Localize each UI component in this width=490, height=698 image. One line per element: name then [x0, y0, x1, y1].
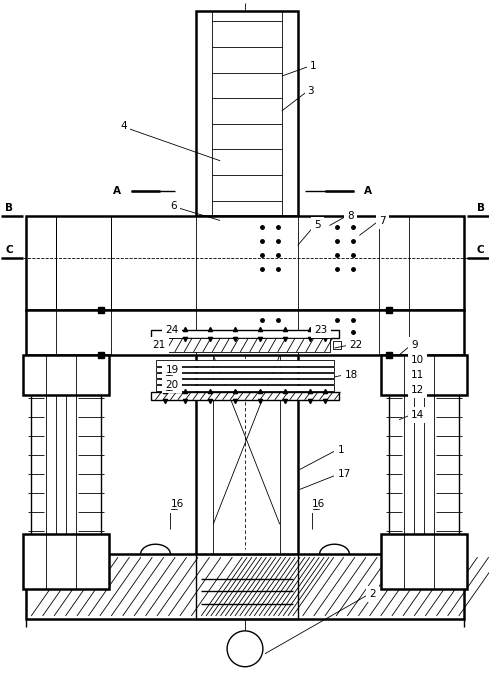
Circle shape — [227, 631, 263, 667]
Text: ‾‾: ‾‾ — [171, 510, 178, 519]
Text: A: A — [113, 186, 121, 195]
Text: 9: 9 — [411, 340, 417, 350]
Bar — [155, 385, 335, 391]
Text: 8: 8 — [347, 211, 354, 221]
Text: 16: 16 — [171, 499, 184, 510]
Text: 21: 21 — [152, 340, 166, 350]
Bar — [23, 534, 109, 589]
Text: 23: 23 — [315, 325, 328, 335]
Text: 2: 2 — [369, 589, 376, 599]
Text: C: C — [5, 245, 13, 255]
Text: 4: 4 — [121, 121, 127, 131]
Text: 3: 3 — [308, 86, 314, 96]
Bar — [161, 338, 329, 352]
Text: 10: 10 — [411, 355, 424, 365]
Text: A: A — [365, 186, 372, 195]
Bar — [155, 379, 335, 384]
Text: 12: 12 — [411, 385, 424, 395]
Bar — [23, 355, 109, 395]
Bar — [56, 216, 111, 310]
Text: 14: 14 — [411, 410, 424, 419]
Text: 11: 11 — [411, 370, 424, 380]
Bar — [381, 355, 467, 395]
Text: ‾‾: ‾‾ — [166, 375, 173, 384]
Text: 6: 6 — [171, 200, 177, 211]
Bar — [26, 310, 464, 355]
Text: 1: 1 — [338, 445, 344, 454]
Text: 5: 5 — [315, 221, 321, 230]
Text: 16: 16 — [312, 499, 325, 510]
Text: 19: 19 — [166, 365, 179, 375]
Text: C: C — [477, 245, 485, 255]
Text: 18: 18 — [344, 370, 358, 380]
Text: 24: 24 — [166, 325, 179, 335]
Text: 17: 17 — [338, 470, 351, 480]
Bar — [212, 11, 282, 216]
Bar — [155, 373, 335, 378]
Bar — [26, 554, 464, 619]
Text: 1: 1 — [310, 61, 316, 71]
Bar — [258, 341, 266, 349]
Bar — [349, 341, 357, 349]
Bar — [155, 360, 335, 366]
Text: 22: 22 — [349, 340, 363, 350]
Text: 20: 20 — [166, 380, 178, 390]
Bar — [334, 341, 342, 349]
Text: ‾‾: ‾‾ — [166, 390, 173, 399]
Bar — [150, 330, 340, 338]
Bar — [26, 216, 464, 310]
Text: 7: 7 — [379, 216, 386, 225]
Bar — [196, 554, 298, 619]
Text: B: B — [477, 202, 485, 213]
Text: B: B — [5, 202, 13, 213]
Bar — [155, 367, 335, 372]
Bar — [274, 341, 282, 349]
Bar — [150, 392, 340, 400]
Bar — [196, 11, 298, 216]
Text: ‾‾: ‾‾ — [312, 510, 319, 519]
Bar — [381, 534, 467, 589]
Bar — [26, 216, 56, 310]
